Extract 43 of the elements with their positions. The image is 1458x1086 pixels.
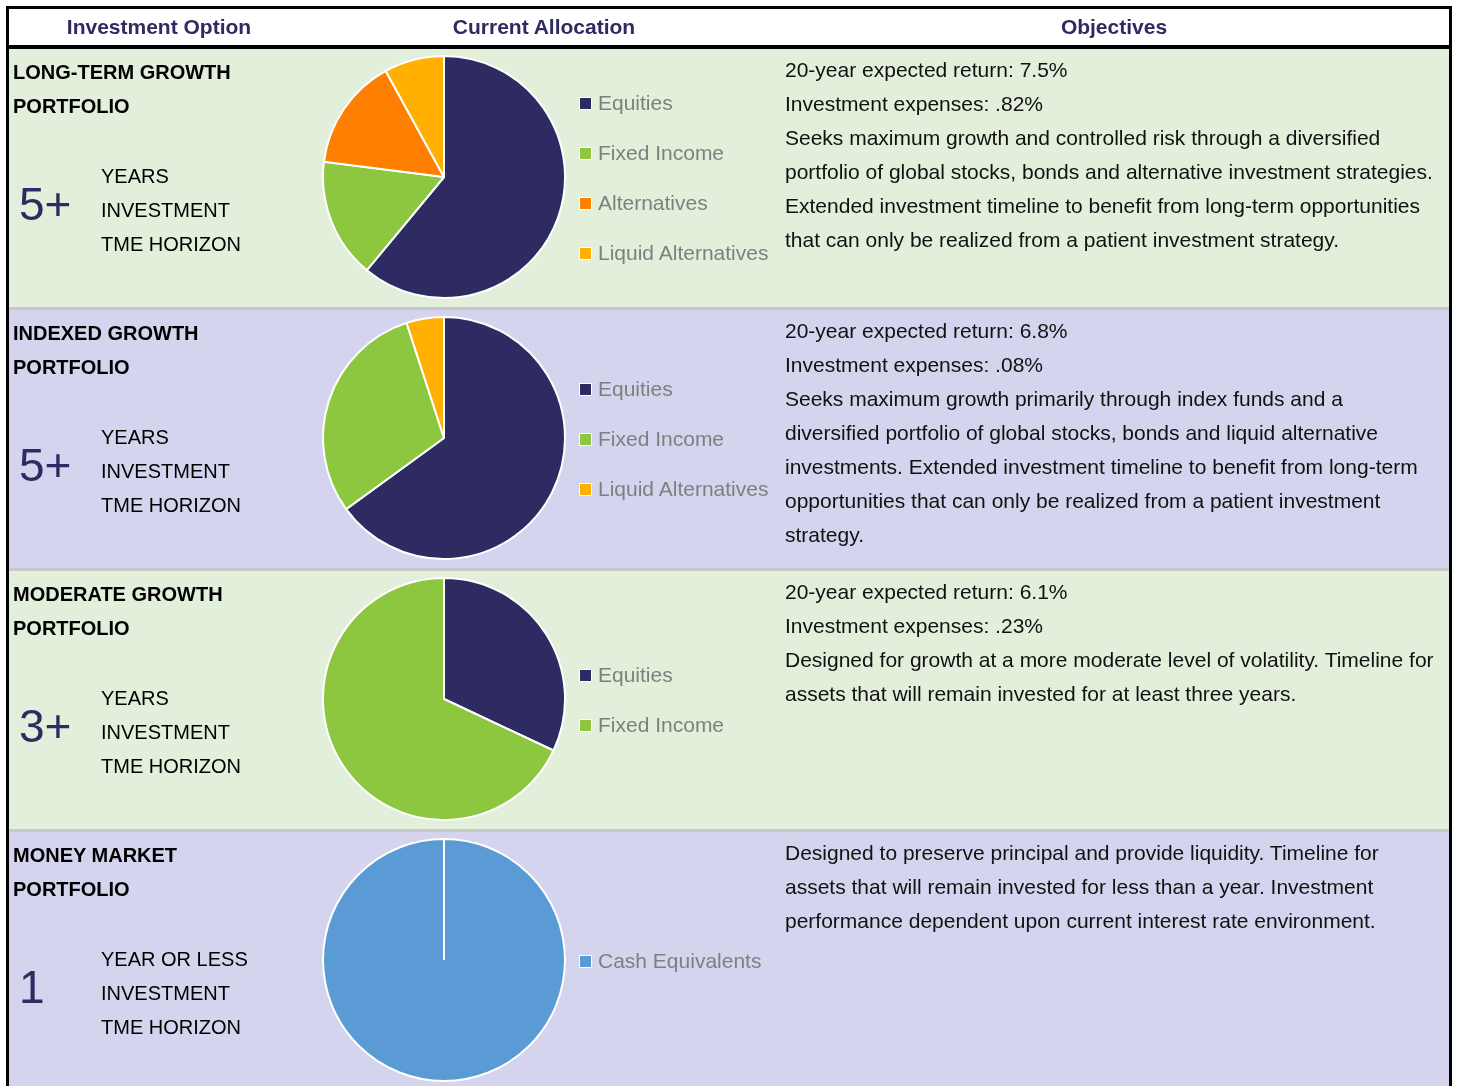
text: INVESTMENT [101,720,231,745]
text: YEARS [101,686,170,711]
text: INVESTMENT [101,198,231,223]
text: YEARS [101,425,170,450]
text: Seeks maximum growth primarily through index funds and a diversified portfolio of global stocks, bonds and liquid alternative investments. Extended investment timeline to benefit from long-term opportunities that can only be realized from a patient investment strategy. [785,386,1419,548]
legend-label: Liquid Alternatives [598,477,769,501]
text: 1 [19,960,45,1014]
text: TME HORIZON [101,1015,242,1040]
text: YEARS [101,164,170,189]
text: MONEY MARKET PORTFOLIO [13,843,179,902]
text: 20-year expected return: 7.5% [785,57,1069,83]
text: TME HORIZON [101,493,241,518]
legend-label: Equities [598,663,673,687]
text: LONG-TERM GROWTH PORTFOLIO [13,60,232,119]
text: 5+ [19,438,72,492]
legend-label: Liquid Alternatives [598,241,769,265]
text: INVESTMENT [101,981,231,1006]
text: 20-year expected return: 6.1% [785,579,1069,605]
text: Current Allocation [451,15,637,39]
text: INVESTMENT [101,459,231,484]
text: 3+ [19,699,72,753]
text: YEAR OR LESS [101,947,248,972]
text: MODERATE GROWTH PORTFOLIO [13,582,224,641]
text: Investment expenses: .82% [785,91,1044,117]
text: Objectives [1059,15,1169,39]
text: Investment expenses: .08% [785,352,1044,378]
legend-label: Equities [598,377,673,401]
text: INDEXED GROWTH PORTFOLIO [13,321,200,380]
legend-label: Equities [598,91,673,115]
legend-label: Cash Equivalents [598,949,762,973]
text: Seeks maximum growth and controlled risk through a diversified portfolio of global stocks, bonds and alternative investment strategies. Extended investment timeline to benefit from long-term opportunities that can only be realized from a patient investment strategy. [785,125,1434,253]
text: 20-year expected return: 6.8% [785,318,1069,344]
legend-label: Fixed Income [598,427,725,451]
legend-label: Fixed Income [598,713,725,737]
text: TME HORIZON [101,232,241,257]
text: Investment expenses: .23% [785,613,1044,639]
legend-label: Alternatives [598,191,708,215]
text: Designed to preserve principal and provide liquidity. Timeline for assets that will remain invested for less than a year. Investment performance dependent upon current interest rate environment. [785,840,1380,934]
legend-label: Fixed Income [598,141,725,165]
text: TME HORIZON [101,754,241,779]
text: Designed for growth at a more moderate level of volatility. Timeline for assets that will remain invested for at least three years. [785,647,1435,707]
text: 5+ [19,177,72,231]
text: Investment Option [65,15,253,39]
